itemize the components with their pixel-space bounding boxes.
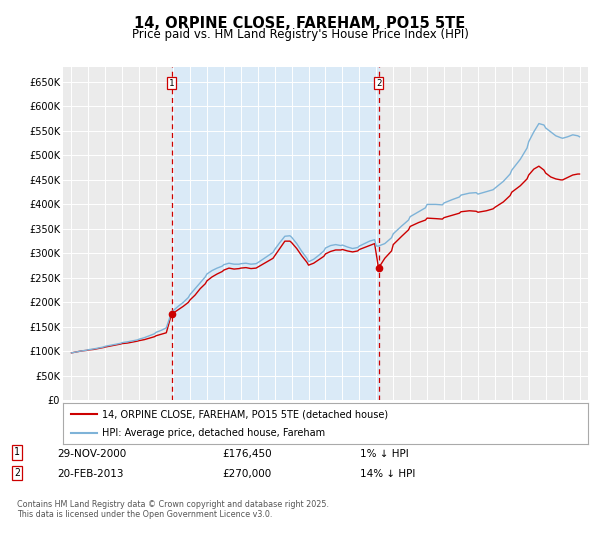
Text: HPI: Average price, detached house, Fareham: HPI: Average price, detached house, Fare… [103, 428, 325, 437]
Text: 2: 2 [14, 468, 20, 478]
Text: 14, ORPINE CLOSE, FAREHAM, PO15 5TE (detached house): 14, ORPINE CLOSE, FAREHAM, PO15 5TE (det… [103, 409, 389, 419]
Text: £270,000: £270,000 [222, 469, 271, 479]
Text: £176,450: £176,450 [222, 449, 272, 459]
Text: 1% ↓ HPI: 1% ↓ HPI [360, 449, 409, 459]
Text: 14, ORPINE CLOSE, FAREHAM, PO15 5TE: 14, ORPINE CLOSE, FAREHAM, PO15 5TE [134, 16, 466, 31]
Text: 14% ↓ HPI: 14% ↓ HPI [360, 469, 415, 479]
Text: Contains HM Land Registry data © Crown copyright and database right 2025.
This d: Contains HM Land Registry data © Crown c… [17, 500, 329, 519]
Text: 1: 1 [14, 447, 20, 458]
Text: Price paid vs. HM Land Registry's House Price Index (HPI): Price paid vs. HM Land Registry's House … [131, 28, 469, 41]
Text: 29-NOV-2000: 29-NOV-2000 [57, 449, 126, 459]
Text: 20-FEB-2013: 20-FEB-2013 [57, 469, 124, 479]
Text: 1: 1 [169, 79, 174, 88]
Bar [172, 67, 379, 400]
Text: 2: 2 [376, 79, 381, 88]
